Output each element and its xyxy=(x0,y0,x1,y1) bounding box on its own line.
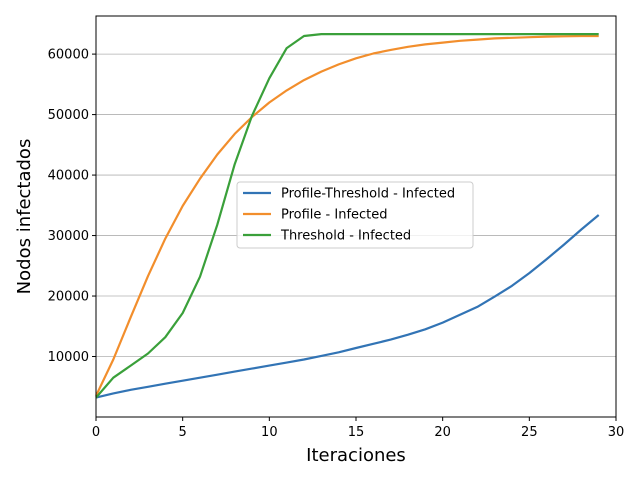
series-line-2 xyxy=(95,32,599,399)
y-tick-label-3: 40000 xyxy=(48,169,89,184)
x-axis-ticks: 0 5 10 15 20 25 30 xyxy=(92,417,624,440)
y-tick-label-0: 10000 xyxy=(48,350,89,365)
legend-label-0: Profile-Threshold - Infected xyxy=(281,187,455,202)
y-axis-label: Nodos infectados xyxy=(14,139,35,295)
x-tick-label-2: 10 xyxy=(261,425,278,440)
legend-label-2: Threshold - Infected xyxy=(280,229,411,244)
legend: Profile-Threshold - Infected Profile - In… xyxy=(236,181,474,249)
x-tick-label-4: 20 xyxy=(434,425,451,440)
y-axis-ticks: 10000 20000 30000 40000 50000 60000 xyxy=(48,48,96,365)
series-line-0 xyxy=(95,214,600,399)
series-line-1 xyxy=(95,34,599,397)
x-axis-label: Iteraciones xyxy=(306,445,406,466)
y-tick-label-2: 30000 xyxy=(48,229,89,244)
x-tick-label-3: 15 xyxy=(348,425,365,440)
legend-label-1: Profile - Infected xyxy=(281,208,388,223)
x-tick-label-6: 30 xyxy=(608,425,625,440)
x-tick-label-5: 25 xyxy=(521,425,538,440)
y-tick-label-4: 50000 xyxy=(48,108,89,123)
x-tick-label-1: 5 xyxy=(179,425,187,440)
y-tick-label-1: 20000 xyxy=(48,290,89,305)
legend-box xyxy=(236,181,474,249)
y-tick-label-5: 60000 xyxy=(48,48,89,63)
x-tick-label-0: 0 xyxy=(92,425,100,440)
series-lines xyxy=(95,32,600,399)
